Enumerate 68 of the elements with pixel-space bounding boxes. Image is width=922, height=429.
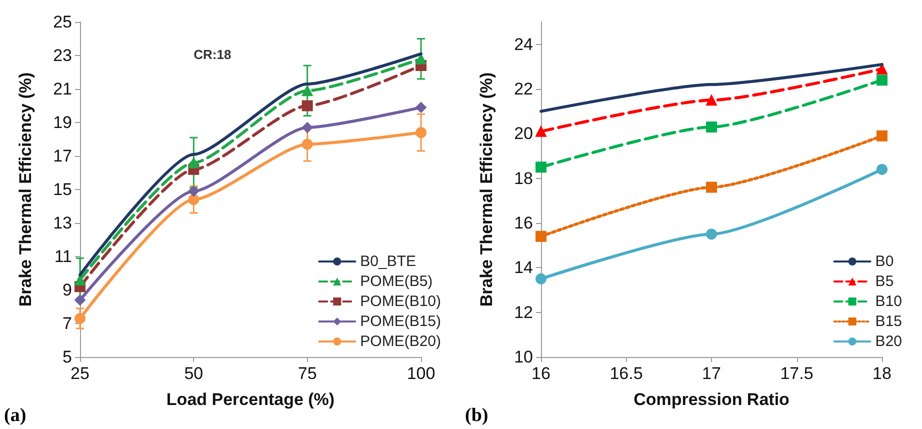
point <box>74 312 86 324</box>
point <box>876 130 888 142</box>
point <box>188 157 200 168</box>
legend-label: B0 <box>875 253 894 270</box>
point <box>706 121 717 132</box>
x-tick-label: 100 <box>406 364 436 383</box>
point <box>706 228 717 240</box>
y-tick-label: 16 <box>514 214 533 232</box>
legend-label: B5 <box>875 273 894 290</box>
y-tick-label: 14 <box>514 258 533 278</box>
x-tick-label: 75 <box>298 364 317 383</box>
x-tick-label: 16.5 <box>610 364 643 383</box>
legend-label: B10 <box>875 293 902 310</box>
y-tick-label: 7 <box>62 314 72 333</box>
text: (a) <box>4 405 26 426</box>
y-tick-label: 19 <box>53 113 72 132</box>
point <box>302 122 313 134</box>
point <box>302 85 313 96</box>
y-tick-label: 5 <box>62 348 72 366</box>
y-tick-label: 22 <box>514 80 533 98</box>
y-tick-label: 23 <box>53 46 72 65</box>
y-tick-label: 9 <box>62 280 72 300</box>
annotation: CR:18 <box>194 47 232 62</box>
y-tick-label: 10 <box>514 348 533 366</box>
x-tick-label: 16 <box>532 364 550 383</box>
point <box>302 100 313 112</box>
point <box>302 138 313 150</box>
y-tick-label: 17 <box>53 146 72 166</box>
point <box>876 63 888 74</box>
y-tick-label: 20 <box>514 124 533 144</box>
point <box>706 182 717 193</box>
y-tick-label: 21 <box>53 80 72 98</box>
point <box>416 102 426 113</box>
x-axis-title: Compression Ratio <box>634 390 790 409</box>
x-tick-label: 17 <box>702 364 721 383</box>
legend-label: B0_BTE <box>360 253 416 270</box>
legend-label: B15 <box>875 313 902 330</box>
y-axis-title: Brake Thermal Efficiency (%) <box>477 72 496 307</box>
point <box>188 194 200 206</box>
point <box>188 186 200 197</box>
point <box>706 94 717 106</box>
y-tick-label: 12 <box>514 302 533 322</box>
point <box>416 53 426 64</box>
point <box>536 273 546 284</box>
y-tick-label: 15 <box>53 180 72 199</box>
legend-label: B20 <box>875 333 902 350</box>
point <box>536 230 546 242</box>
y-tick-label: 13 <box>53 214 72 232</box>
y-tick-label: 11 <box>54 247 72 266</box>
text: (b) <box>465 405 488 426</box>
legend-label: POME(B5) <box>360 273 433 290</box>
point <box>74 294 86 306</box>
point <box>536 126 546 137</box>
point <box>416 127 426 138</box>
x-tick-label: 17.5 <box>780 364 814 383</box>
legend-label: POME(B15) <box>360 313 442 330</box>
y-axis-title: Brake Thermal Efficiency (%) <box>16 72 35 307</box>
y-tick-label: 25 <box>53 12 72 32</box>
point <box>876 74 888 86</box>
x-tick-label: 50 <box>184 364 204 383</box>
x-tick-label: 18 <box>872 364 892 383</box>
legend-label: POME(B20) <box>360 333 442 350</box>
point <box>876 164 888 175</box>
y-tick-label: 24 <box>514 34 533 54</box>
x-axis-title: Load Percentage (%) <box>166 390 335 409</box>
legend-label: POME(B10) <box>360 293 442 310</box>
y-tick-label: 18 <box>514 168 533 188</box>
point <box>536 162 546 173</box>
